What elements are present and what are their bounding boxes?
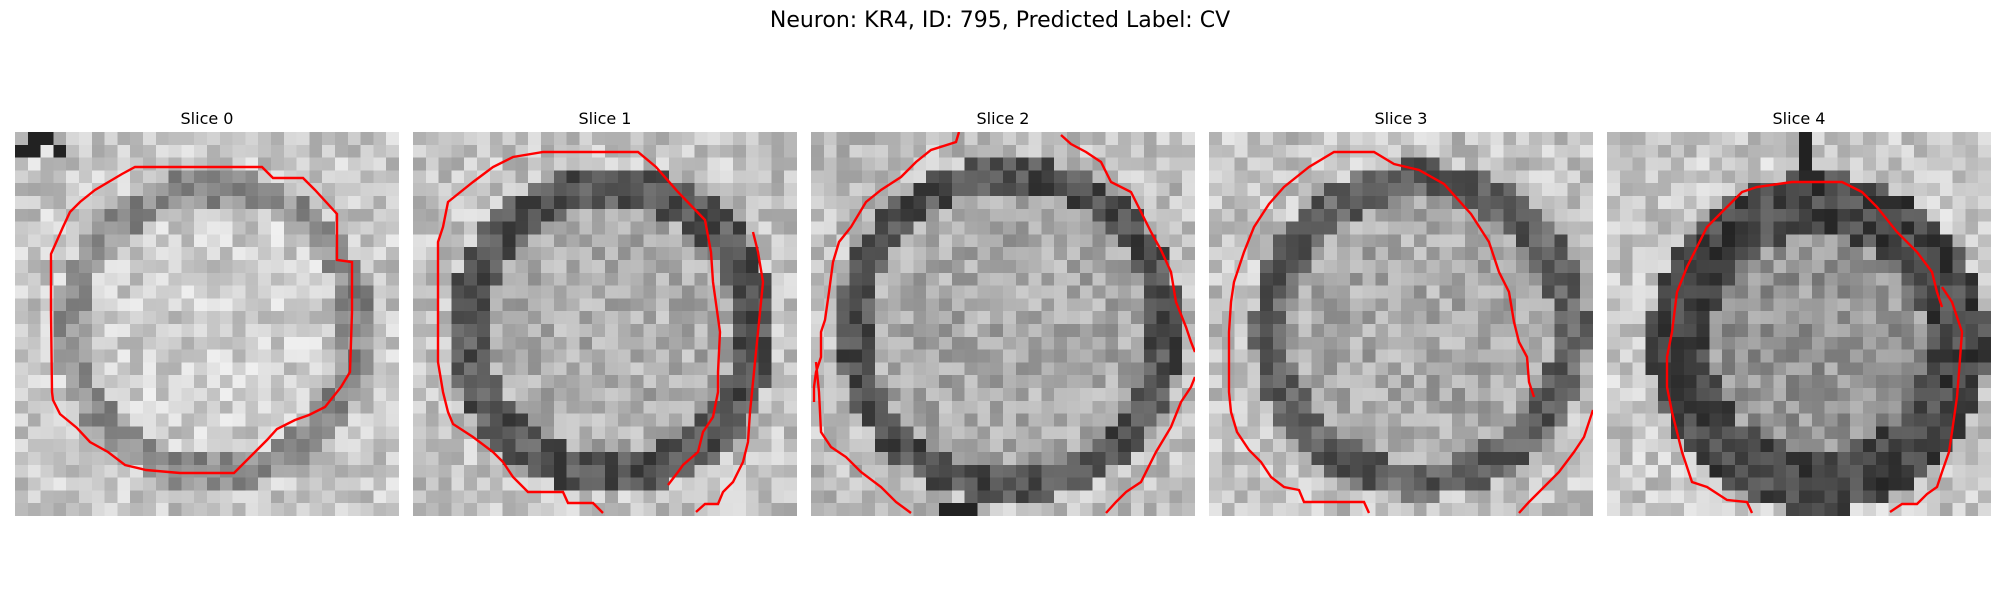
- contour-overlay-1: [436, 150, 765, 514]
- segmentation-contour-1-left: [436, 150, 722, 514]
- slice-image-3: [1209, 132, 1593, 516]
- segmentation-contour-3-left: [1227, 150, 1536, 514]
- segmentation-contour-4-left: [1665, 180, 1944, 514]
- contour-overlay-4: [1665, 180, 1964, 514]
- segmentation-contour-2-upper-right: [1060, 134, 1195, 353]
- slice-panel-4: Slice 4: [1607, 108, 1991, 516]
- slice-panel-2: Slice 2: [811, 108, 1195, 516]
- contour-overlay-3: [1227, 150, 1593, 514]
- slice-panel-0: Slice 0: [15, 108, 399, 516]
- slice-image-1: [413, 132, 797, 516]
- slice-panel-3: Slice 3: [1209, 108, 1593, 516]
- segmentation-contour-2-lower-right: [1105, 376, 1195, 514]
- slice-title-3: Slice 3: [1374, 109, 1428, 128]
- slice-title-4: Slice 4: [1772, 109, 1826, 128]
- microscopy-slice-0: [15, 132, 399, 516]
- slice-image-2: [811, 132, 1195, 516]
- microscopy-slice-4: [1607, 132, 1991, 516]
- slice-title-2: Slice 2: [976, 109, 1030, 128]
- slice-panel-1: Slice 1: [413, 108, 797, 516]
- microscopy-slice-1: [413, 132, 797, 516]
- segmentation-contour-0: [49, 165, 354, 475]
- segmentation-contour-2-upper-left: [812, 132, 961, 402]
- slice-image-4: [1607, 132, 1991, 516]
- microscopy-slice-3: [1209, 132, 1593, 516]
- segmentation-contour-3-right: [1518, 409, 1593, 514]
- slice-title-0: Slice 0: [180, 109, 234, 128]
- segmentation-contour-1-right: [695, 231, 765, 513]
- segmentation-contour-2-lower-left: [814, 361, 912, 514]
- slice-title-1: Slice 1: [578, 109, 632, 128]
- slice-image-0: [15, 132, 399, 516]
- contour-overlay-2: [812, 132, 1195, 514]
- segmentation-contour-4-right: [1889, 286, 1964, 513]
- figure-title: Neuron: KR4, ID: 795, Predicted Label: C…: [769, 8, 1231, 33]
- contour-overlay-0: [49, 165, 354, 475]
